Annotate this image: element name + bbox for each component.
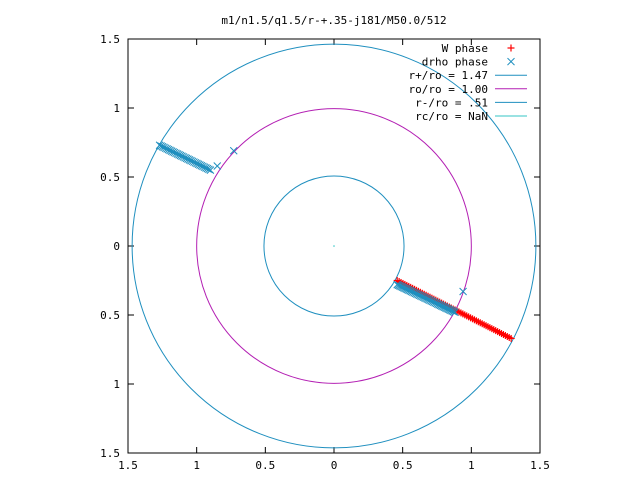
legend-label: r-/ro = .51: [415, 96, 488, 109]
marker-stroke: [166, 146, 174, 155]
marker-stroke: [172, 149, 180, 158]
y-tick-label: 1: [113, 378, 120, 391]
marker-stroke: [196, 161, 204, 169]
marker-stroke: [459, 287, 467, 296]
marker-stroke: [187, 156, 195, 165]
marker-stroke: [173, 150, 182, 158]
legend-swatch: [507, 57, 515, 66]
marker-stroke: [163, 145, 171, 153]
marker-stroke: [158, 142, 167, 151]
y-tick-label: 0.5: [100, 171, 120, 184]
marker-stroke: [203, 164, 212, 173]
w-phase-point: [507, 334, 515, 342]
reference-circle: [131, 43, 537, 449]
marker-stroke: [229, 146, 238, 155]
marker-stroke: [450, 308, 459, 317]
legend-label: W phase: [442, 42, 488, 55]
drho-phase-point: [450, 308, 459, 317]
drho-phase-point: [205, 165, 213, 174]
marker-stroke: [175, 150, 183, 159]
legend-label: rc/ro = NaN: [415, 110, 488, 123]
marker-stroke: [161, 144, 170, 153]
marker-stroke: [178, 152, 186, 161]
marker-stroke: [188, 157, 197, 166]
y-tick-label: 0.5: [100, 309, 120, 322]
marker-stroke: [157, 142, 165, 150]
marker-stroke: [182, 154, 191, 163]
legend-label: r+/ro = 1.47: [409, 69, 488, 82]
marker-stroke: [199, 162, 207, 171]
marker-stroke: [202, 164, 210, 172]
origin-marker: [333, 245, 335, 247]
marker-stroke: [170, 148, 179, 157]
marker-stroke: [176, 151, 185, 160]
marker-stroke: [164, 145, 173, 154]
marker-stroke: [185, 156, 194, 164]
x-tick-label: 1.5: [530, 459, 550, 472]
marker-stroke: [179, 153, 188, 161]
marker-stroke: [190, 158, 198, 166]
marker-stroke: [213, 162, 222, 170]
x-tick-label: 1: [468, 459, 475, 472]
y-tick-label: 1: [113, 102, 120, 115]
drho-phase-point: [213, 162, 222, 170]
x-tick-label: 0.5: [393, 459, 413, 472]
marker-stroke: [205, 165, 213, 174]
drho-phase-point: [206, 166, 215, 174]
legend-label: drho phase: [422, 56, 488, 69]
y-tick-label: 0: [113, 240, 120, 253]
marker-stroke: [206, 166, 215, 174]
drho-phase-point: [229, 146, 238, 155]
drho-phase-point: [459, 287, 467, 296]
legend-label: ro/ro = 1.00: [409, 83, 488, 96]
marker-stroke: [193, 159, 201, 168]
y-tick-label: 1.5: [100, 33, 120, 46]
reference-circle: [263, 175, 405, 317]
marker-stroke: [155, 141, 164, 150]
marker-stroke: [194, 160, 203, 169]
marker-stroke: [197, 161, 206, 170]
x-tick-label: 0: [331, 459, 338, 472]
x-tick-label: 0.5: [255, 459, 275, 472]
y-tick-label: 1.5: [100, 447, 120, 460]
x-tick-label: 1: [193, 459, 200, 472]
marker-stroke: [160, 143, 168, 152]
marker-stroke: [200, 163, 209, 172]
x-tick-label: 1.5: [118, 459, 138, 472]
marker-stroke: [191, 158, 200, 167]
marker-stroke: [181, 153, 189, 162]
chart-title: m1/n1.5/q1.5/r-+.35-j181/M50.0/512: [221, 14, 446, 27]
marker-stroke: [169, 147, 177, 156]
reference-circles: [131, 43, 537, 449]
marker-stroke: [184, 155, 192, 163]
marker-stroke: [167, 147, 176, 155]
data-points: [155, 141, 515, 342]
reference-circle: [196, 108, 472, 384]
